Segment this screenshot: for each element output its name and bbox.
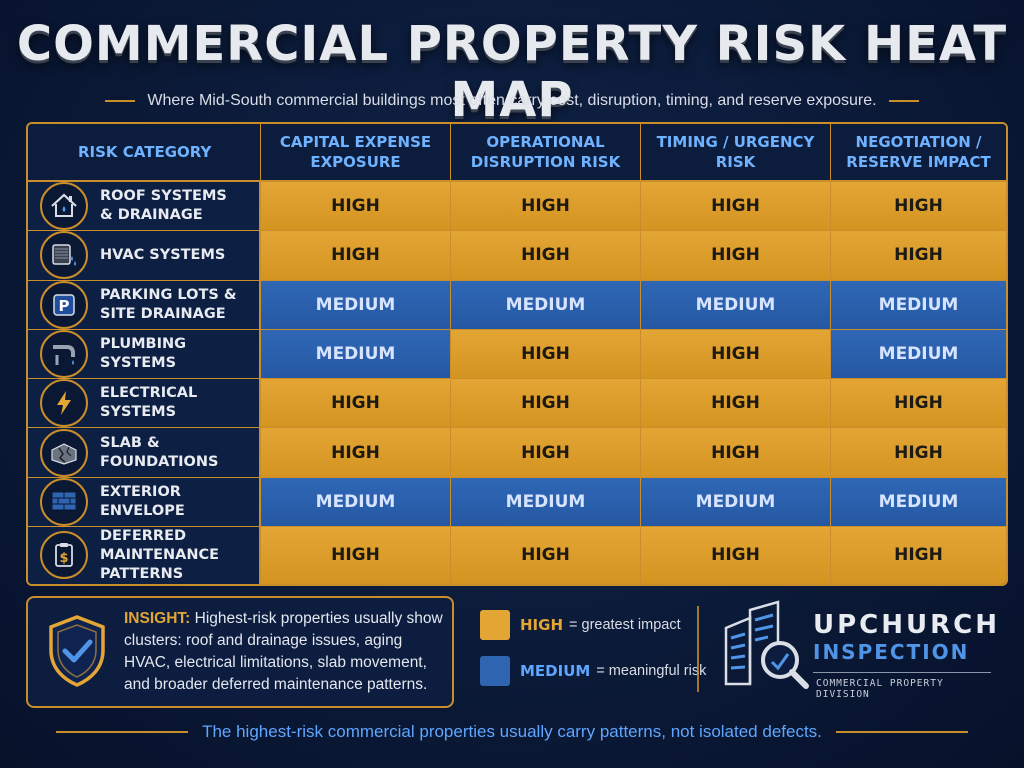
insight-body: Highest-risk properties usually show clu…: [124, 610, 443, 693]
row-label-parking-lots-site-drainage: P PARKING LOTS & SITE DRAINAGE: [28, 280, 261, 330]
risk-heatmap-table: RISK CATEGORY CAPITAL EXPENSE EXPOSURE OPE…: [26, 122, 1008, 586]
heatmap-cell-high: HIGH: [641, 329, 831, 380]
heatmap-cell-medium: MEDIUM: [261, 477, 451, 527]
legend-divider: [697, 606, 699, 692]
heatmap-cell-medium: MEDIUM: [831, 477, 1006, 527]
heatmap-cell-high: HIGH: [261, 428, 451, 478]
heatmap-cell-high: HIGH: [831, 379, 1006, 429]
row-label-text: PLUMBING SYSTEMS: [100, 335, 187, 371]
lightning-icon: [40, 379, 88, 428]
heatmap-cell-high: HIGH: [451, 526, 641, 584]
heatmap-cell-medium: MEDIUM: [261, 329, 451, 380]
heatmap-cell-high: HIGH: [641, 231, 831, 281]
shield-check-icon: [49, 615, 105, 687]
column-header-negotiation-reserve-impact: NEGOTIATION / RESERVE IMPACT: [831, 124, 1006, 182]
row-label-text: SLAB & FOUNDATIONS: [100, 434, 219, 470]
brand-logo: UPCHURCH INSPECTION COMMERCIAL PROPERTY …: [720, 598, 1004, 700]
footer-text: The highest-risk commercial properties u…: [202, 722, 822, 741]
subtitle-row: Where Mid-South commercial buildings mos…: [0, 92, 1024, 110]
brick-wall-icon: [40, 477, 88, 526]
brand-name-line2: INSPECTION: [813, 640, 970, 664]
brand-division: COMMERCIAL PROPERTY DIVISION: [816, 678, 944, 700]
row-label-plumbing-systems: PLUMBING SYSTEMS: [28, 329, 261, 380]
insight-text: INSIGHT: Highest-risk properties usually…: [124, 608, 444, 696]
heatmap-cell-high: HIGH: [451, 182, 641, 232]
brand-name-line1: UPCHURCH: [813, 610, 1000, 640]
legend-medium-desc: = meaningful risk: [596, 663, 707, 679]
legend-medium-key: MEDIUM: [520, 662, 591, 680]
heatmap-cell-high: HIGH: [261, 231, 451, 281]
legend-high: HIGH = greatest impact: [480, 610, 681, 640]
heatmap-cell-high: HIGH: [641, 428, 831, 478]
subtitle-rule-right: [888, 100, 919, 102]
heatmap-cell-high: HIGH: [261, 526, 451, 584]
footer-rule-left: [56, 731, 189, 733]
building-magnifier-icon: [724, 600, 809, 689]
row-label-deferred-maintenance-patterns: $ DEFERRED MAINTENANCE PATTERNS: [28, 526, 261, 584]
page-subtitle: Where Mid-South commercial buildings mos…: [147, 92, 877, 109]
heatmap-cell-medium: MEDIUM: [451, 477, 641, 527]
row-label-text: EXTERIOR ENVELOPE: [100, 483, 185, 519]
row-label-text: ROOF SYSTEMS & DRAINAGE: [100, 188, 227, 224]
heatmap-cell-high: HIGH: [831, 526, 1006, 584]
insight-box: INSIGHT: Highest-risk properties usually…: [26, 596, 454, 708]
house-icon: [40, 182, 88, 231]
footer-row: The highest-risk commercial properties u…: [0, 722, 1024, 742]
column-header-capital-expense-exposure: CAPITAL EXPENSE EXPOSURE: [261, 124, 451, 182]
svg-text:P: P: [59, 297, 70, 315]
heatmap-cell-high: HIGH: [641, 182, 831, 232]
footer-rule-right: [835, 731, 968, 733]
legend-high-key: HIGH: [520, 616, 564, 634]
heatmap-cell-high: HIGH: [261, 182, 451, 232]
row-label-electrical-systems: ELECTRICAL SYSTEMS: [28, 379, 261, 429]
heatmap-cell-high: HIGH: [451, 231, 641, 281]
row-label-text: DEFERRED MAINTENANCE PATTERNS: [100, 527, 220, 582]
heatmap-cell-high: HIGH: [451, 329, 641, 380]
heatmap-cell-high: HIGH: [831, 428, 1006, 478]
column-header-timing-urgency-risk: TIMING / URGENCY RISK: [641, 124, 831, 182]
row-label-exterior-envelope: EXTERIOR ENVELOPE: [28, 477, 261, 527]
heatmap-cell-medium: MEDIUM: [451, 280, 641, 330]
column-header-risk-category: RISK CATEGORY: [28, 124, 261, 182]
subtitle-rule-left: [105, 100, 136, 102]
heatmap-cell-medium: MEDIUM: [261, 280, 451, 330]
heatmap-cell-high: HIGH: [261, 379, 451, 429]
parking-icon: P: [40, 280, 88, 329]
insight-key: INSIGHT:: [124, 610, 191, 627]
heatmap-cell-high: HIGH: [831, 182, 1006, 232]
legend-medium: MEDIUM = meaningful risk: [480, 656, 706, 686]
brand-divider: [813, 672, 991, 673]
heatmap-cell-medium: MEDIUM: [831, 329, 1006, 380]
legend-high-swatch: [480, 610, 510, 640]
column-header-operational-disruption-risk: OPERATIONAL DISRUPTION RISK: [451, 124, 641, 182]
row-label-text: HVAC SYSTEMS: [100, 246, 226, 263]
cracked-slab-icon: [40, 428, 88, 477]
hvac-unit-icon: [40, 231, 88, 280]
row-label-text: PARKING LOTS & SITE DRAINAGE: [100, 286, 237, 322]
heatmap-cell-high: HIGH: [831, 231, 1006, 281]
row-label-slab-foundations: SLAB & FOUNDATIONS: [28, 428, 261, 478]
legend-medium-swatch: [480, 656, 510, 686]
page-title: COMMERCIAL PROPERTY RISK HEAT MAP: [16, 16, 1008, 128]
heatmap-cell-medium: MEDIUM: [831, 280, 1006, 330]
heatmap-cell-high: HIGH: [641, 379, 831, 429]
heatmap-cell-medium: MEDIUM: [641, 280, 831, 330]
heatmap-cell-medium: MEDIUM: [641, 477, 831, 527]
pipe-icon: [40, 329, 88, 378]
row-label-text: ELECTRICAL SYSTEMS: [100, 385, 198, 421]
heatmap-cell-high: HIGH: [451, 428, 641, 478]
row-label-roof-systems-drainage: ROOF SYSTEMS & DRAINAGE: [28, 182, 261, 232]
svg-text:$: $: [59, 551, 68, 566]
row-label-hvac-systems: HVAC SYSTEMS: [28, 231, 261, 281]
clipboard-dollar-icon: $: [40, 531, 88, 580]
heatmap-cell-high: HIGH: [451, 379, 641, 429]
legend-high-desc: = greatest impact: [569, 617, 681, 633]
heatmap-cell-high: HIGH: [641, 526, 831, 584]
